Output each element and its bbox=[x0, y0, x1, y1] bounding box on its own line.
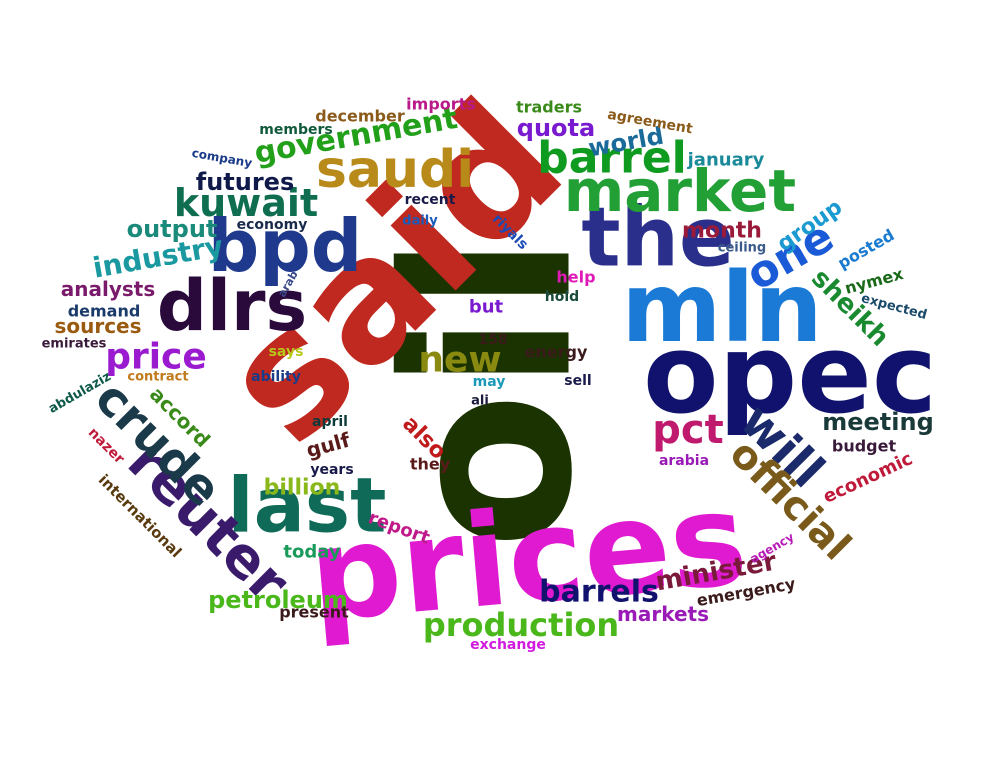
word-output: output bbox=[127, 215, 218, 243]
word-kuwait: kuwait bbox=[174, 181, 318, 225]
word-says: says bbox=[269, 344, 304, 360]
word-arabia: arabia bbox=[659, 453, 709, 469]
word-meeting: meeting bbox=[822, 408, 934, 436]
word-futures: futures bbox=[196, 168, 294, 196]
word-they: they bbox=[410, 455, 451, 474]
word-ability: ability bbox=[251, 369, 301, 385]
word-oil: oil bbox=[357, 234, 624, 550]
word-traders: traders bbox=[516, 98, 582, 117]
word-last: last bbox=[228, 461, 387, 550]
word-sources: sources bbox=[54, 314, 141, 338]
word-month: month bbox=[682, 219, 762, 244]
word-hold: hold bbox=[545, 289, 579, 305]
word-mln: mln bbox=[621, 252, 822, 364]
word-opec: opec bbox=[643, 310, 937, 438]
word-dlrs: dlrs bbox=[157, 265, 307, 347]
word-saudi: saudi bbox=[316, 140, 474, 200]
word-economy: economy bbox=[237, 217, 308, 233]
word-market: market bbox=[564, 157, 796, 225]
word-ceiling: ceiling bbox=[718, 241, 766, 256]
word-pct: pct bbox=[652, 407, 723, 453]
word-quota: quota bbox=[517, 114, 595, 142]
word-petroleum: petroleum bbox=[208, 586, 348, 614]
word-may: may bbox=[473, 374, 506, 390]
word-barrels: barrels bbox=[539, 575, 659, 610]
word-price: price bbox=[105, 337, 207, 378]
word-budget: budget bbox=[832, 437, 897, 456]
word-years: years bbox=[310, 462, 353, 478]
word-present: present bbox=[279, 603, 349, 622]
word-158: 158 bbox=[478, 332, 507, 348]
word-contract: contract bbox=[127, 370, 188, 385]
word-the: the bbox=[581, 191, 734, 286]
word-company: company bbox=[191, 146, 254, 170]
word-energy: energy bbox=[525, 343, 588, 362]
word-december: december bbox=[315, 107, 405, 126]
word-imports: imports bbox=[406, 95, 476, 114]
word-bpd: bpd bbox=[208, 204, 363, 288]
word-demand: demand bbox=[68, 302, 141, 321]
word-billion: billion bbox=[264, 476, 341, 501]
word-today: today bbox=[283, 542, 340, 563]
word-posted: posted bbox=[834, 225, 897, 272]
word-help: help bbox=[556, 268, 595, 287]
word-daily: daily bbox=[402, 214, 438, 229]
word-sell: sell bbox=[564, 373, 591, 389]
word-nymex: nymex bbox=[843, 264, 906, 298]
word-april: april bbox=[312, 414, 348, 430]
word-new: new bbox=[418, 340, 501, 381]
word-economic: economic bbox=[820, 448, 916, 508]
word-january: january bbox=[687, 150, 765, 171]
word-production: production bbox=[423, 606, 619, 644]
word-markets: markets bbox=[617, 602, 709, 626]
word-exchange: exchange bbox=[470, 637, 546, 653]
word-but: but bbox=[469, 297, 504, 318]
word-analysts: analysts bbox=[61, 277, 156, 301]
word-emirates: emirates bbox=[42, 337, 107, 352]
word-barrel: barrel bbox=[537, 133, 687, 184]
word-ali: ali bbox=[471, 394, 489, 409]
word-recent: recent bbox=[405, 192, 456, 208]
word-members: members bbox=[259, 122, 332, 138]
